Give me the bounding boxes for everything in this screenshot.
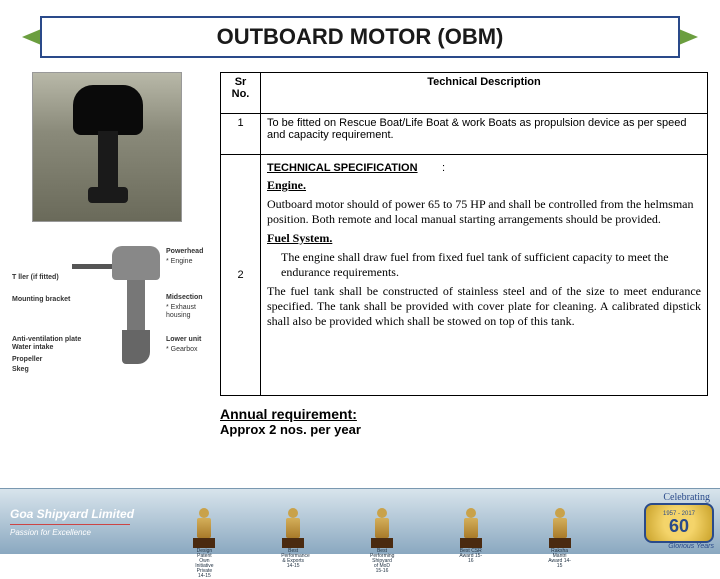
annual-requirement: Annual requirement: Approx 2 nos. per ye…: [220, 406, 720, 437]
table-row: 2 TECHNICAL SPECIFICATION : Engine. Outb…: [221, 155, 708, 396]
diagram-tiller-icon: [72, 264, 114, 269]
divider-icon: [10, 524, 130, 525]
celebrating-text: Celebrating: [614, 492, 714, 503]
spec-table: Sr No. Technical Description 1 To be fit…: [220, 72, 708, 396]
sixty-badge-icon: 1957 - 2017 60: [644, 503, 714, 543]
trophy-label: Best Performing Shipyard of MoD 15-16: [370, 549, 394, 574]
label-intake: Water intake: [12, 344, 53, 352]
table-header-row: Sr No. Technical Description: [221, 73, 708, 114]
left-column: Powerhead * Engine T ller (if fitted) Mo…: [12, 72, 212, 396]
footer-bar: Goa Shipyard Limited Passion for Excelle…: [0, 488, 720, 554]
diagram-powerhead-icon: [112, 246, 160, 280]
header-description: Technical Description: [261, 73, 708, 114]
label-powerhead: Powerhead: [166, 248, 203, 256]
trophy-row: Design Patent Own Initiative Private 14-…: [150, 492, 614, 552]
label-lower: Lower unit: [166, 336, 201, 344]
content-area: Powerhead * Engine T ller (if fitted) Mo…: [0, 72, 720, 396]
techspec-heading: TECHNICAL SPECIFICATION :: [267, 158, 701, 174]
motor-diagram: Powerhead * Engine T ller (if fitted) Mo…: [12, 236, 212, 396]
trophy-label: Design Patent Own Initiative Private 14-…: [192, 549, 216, 579]
table-row: 1 To be fitted on Rescue Boat/Life Boat …: [221, 114, 708, 155]
glorious-years: Glorious Years: [614, 543, 714, 550]
diagram-lowerunit-icon: [122, 330, 150, 364]
annual-title: Annual requirement:: [220, 406, 720, 422]
sixty-number: 60: [669, 517, 689, 535]
trophy-label: Best Performance & Exports 14-15: [281, 549, 305, 569]
trophy-label: Best CSR Award 15-16: [459, 549, 483, 564]
trophy-icon: Best Performing Shipyard of MoD 15-16: [370, 508, 394, 552]
trophy-icon: Design Patent Own Initiative Private 14-…: [192, 508, 216, 552]
motor-leg-icon: [98, 131, 118, 191]
label-mount: Mounting bracket: [12, 296, 70, 304]
techspec-colon: :: [442, 162, 445, 174]
label-exhaust: * Exhaust housing: [166, 304, 212, 319]
page-title: OUTBOARD MOTOR (OBM): [40, 16, 680, 58]
motor-foot-icon: [88, 187, 128, 203]
fuel-paragraph-1: The engine shall draw fuel from fixed fu…: [267, 250, 701, 280]
label-skeg: Skeg: [12, 366, 29, 374]
label-tiller: T ller (if fitted): [12, 274, 59, 282]
company-tagline: Passion for Excellence: [10, 528, 150, 537]
diagram-midsection-icon: [127, 280, 145, 330]
label-gearbox: * Gearbox: [166, 346, 198, 354]
annual-value: Approx 2 nos. per year: [220, 422, 720, 437]
trophy-icon: Raksha Mantri Award 14-15: [548, 508, 572, 552]
engine-heading: Engine.: [267, 178, 306, 192]
company-name: Goa Shipyard Limited: [10, 507, 150, 521]
fuel-paragraph-2: The fuel tank shall be constructed of st…: [267, 284, 701, 329]
cell-desc-1: To be fitted on Rescue Boat/Life Boat & …: [261, 114, 708, 155]
footer-company-block: Goa Shipyard Limited Passion for Excelle…: [0, 507, 150, 537]
label-engine: * Engine: [166, 258, 192, 266]
trophy-icon: Best Performance & Exports 14-15: [281, 508, 305, 552]
engine-paragraph: Outboard motor should of power 65 to 75 …: [267, 197, 701, 227]
title-banner: OUTBOARD MOTOR (OBM): [40, 14, 680, 60]
header-srno: Sr No.: [221, 73, 261, 114]
anniversary-badge: Celebrating 1957 - 2017 60 Glorious Year…: [614, 492, 714, 552]
label-propeller: Propeller: [12, 356, 42, 364]
label-avplate: Anti-ventilation plate: [12, 336, 81, 344]
fuel-heading: Fuel System.: [267, 231, 332, 245]
trophy-icon: Best CSR Award 15-16: [459, 508, 483, 552]
trophy-label: Raksha Mantri Award 14-15: [548, 549, 572, 569]
cell-srno-2: 2: [221, 155, 261, 396]
techspec-head-text: TECHNICAL SPECIFICATION: [267, 162, 418, 174]
cell-desc-2: TECHNICAL SPECIFICATION : Engine. Outboa…: [261, 155, 708, 396]
motor-photo: [32, 72, 182, 222]
cell-srno-1: 1: [221, 114, 261, 155]
motor-cowl-icon: [73, 85, 143, 135]
label-midsection: Midsection: [166, 294, 203, 302]
